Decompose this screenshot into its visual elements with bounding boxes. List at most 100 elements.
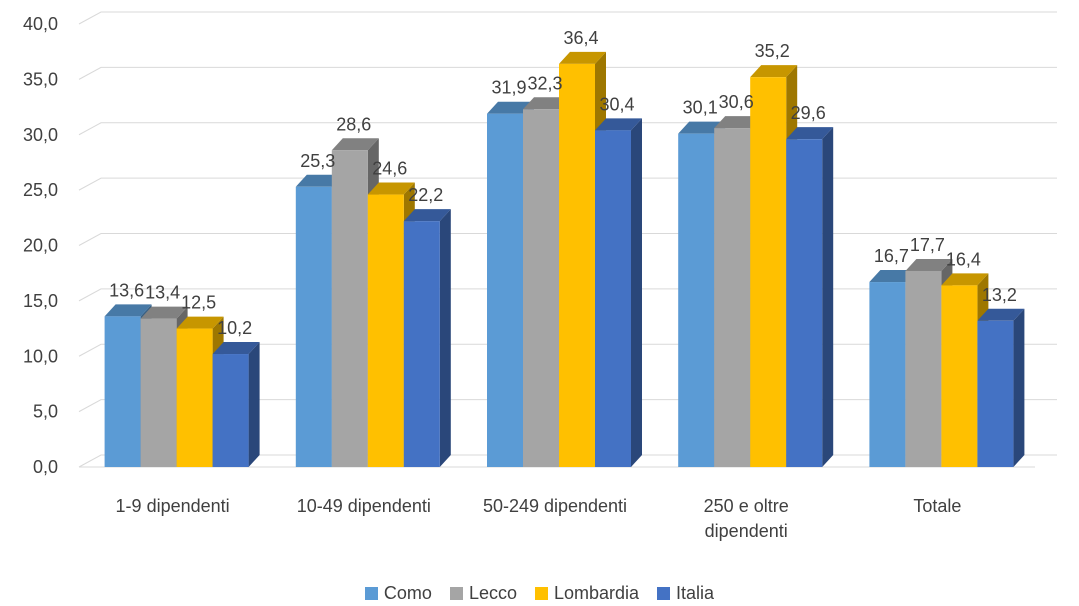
- bar-front: [523, 109, 559, 467]
- bar-side: [439, 209, 451, 467]
- legend-item-italia: Italia: [657, 583, 714, 604]
- data-label: 25,3: [300, 151, 335, 171]
- x-category-label: Totale: [913, 496, 961, 516]
- bar-front: [140, 318, 177, 467]
- bar: [595, 118, 642, 467]
- data-label: 12,5: [181, 293, 216, 313]
- legend-swatch-como: [364, 586, 378, 600]
- x-category-label: 1-9 dipendenti: [116, 496, 230, 516]
- data-label: 30,4: [599, 94, 634, 114]
- data-label: 13,6: [109, 280, 144, 300]
- data-label: 24,6: [372, 159, 407, 179]
- bar: [977, 308, 1025, 467]
- bar-chart: 0,05,010,015,020,025,030,035,040,013,6 13…: [23, 11, 1057, 541]
- bar-top: [595, 118, 642, 131]
- legend-item-como: Como: [364, 582, 432, 604]
- data-label: 35,2: [755, 41, 790, 61]
- bar-top: [295, 174, 343, 187]
- bar: [786, 127, 834, 468]
- y-tick-label: 20,0: [23, 236, 58, 256]
- bar-top: [977, 308, 1025, 321]
- data-label: 17,7: [910, 235, 945, 255]
- data-label: 16,4: [946, 249, 981, 269]
- legend-swatch-lecco: [449, 586, 463, 600]
- data-label: 32,3: [527, 73, 562, 93]
- bar-top: [559, 51, 606, 64]
- bar-top: [750, 65, 798, 78]
- bar-top: [331, 138, 379, 151]
- bar-side: [822, 127, 834, 468]
- data-label: 30,6: [719, 92, 754, 112]
- y-tick-label: 5,0: [33, 402, 58, 422]
- bar-top: [212, 342, 260, 355]
- data-label: 13,2: [982, 285, 1017, 305]
- data-label: 30,1: [683, 98, 718, 118]
- bar-front: [176, 328, 213, 467]
- bar-top: [104, 304, 152, 317]
- bar-front: [487, 113, 523, 468]
- legend-swatch-italia: [657, 586, 671, 600]
- bar-top: [786, 127, 834, 140]
- y-tick-label: 40,0: [23, 14, 58, 34]
- data-label: 16,7: [874, 246, 909, 266]
- bar-top: [869, 270, 917, 283]
- bar-top: [678, 121, 726, 134]
- bar-side: [1013, 308, 1025, 467]
- bar-top: [905, 258, 953, 271]
- bar-front: [869, 282, 906, 467]
- data-label: 29,6: [791, 103, 826, 123]
- bar-front: [403, 221, 440, 467]
- data-label: 22,2: [408, 185, 443, 205]
- bar-top: [714, 116, 762, 129]
- bar-front: [295, 186, 332, 468]
- legend-label-como: Como: [383, 582, 432, 603]
- bar-front: [977, 320, 1014, 467]
- bar-front: [367, 194, 404, 467]
- bar-front: [678, 133, 715, 467]
- y-tick-label: 10,0: [23, 346, 58, 366]
- bar-side: [248, 342, 260, 467]
- bar-top: [403, 209, 451, 222]
- y-tick-label: 25,0: [23, 180, 58, 200]
- bar-top: [941, 273, 989, 286]
- bar-front: [905, 270, 942, 467]
- bar-top: [367, 182, 415, 195]
- bar-front: [595, 130, 631, 467]
- data-label: 36,4: [563, 28, 598, 48]
- bars: [104, 51, 1025, 468]
- bar-front: [714, 128, 751, 468]
- legend-label-lecco: Lecco: [468, 582, 517, 603]
- bar-front: [104, 316, 141, 467]
- data-label: 31,9: [491, 78, 526, 98]
- legend-item-lombardia: Lombardia: [534, 582, 640, 604]
- bar-side: [631, 118, 642, 467]
- gridline: [78, 66, 1057, 80]
- legend: Como Lecco Lombardia Italia: [0, 580, 1079, 606]
- x-category-label: 50-249 dipendenti: [483, 496, 627, 516]
- y-tick-label: 15,0: [23, 291, 58, 311]
- bar-front: [941, 285, 978, 467]
- y-tick-label: 30,0: [23, 125, 58, 145]
- bar-top: [140, 306, 188, 319]
- data-label: 28,6: [336, 114, 371, 134]
- bar-front: [331, 150, 368, 467]
- bar-top: [176, 316, 224, 329]
- data-label: 10,2: [217, 318, 252, 338]
- data-label: 13,4: [145, 283, 180, 303]
- bar-front: [786, 139, 823, 467]
- bar-front: [750, 77, 787, 467]
- legend-item-lecco: Lecco: [449, 582, 517, 604]
- legend-swatch-lombardia: [534, 586, 548, 600]
- bar: [403, 209, 451, 467]
- bar-front: [212, 354, 249, 467]
- bar: [212, 342, 260, 467]
- data-labels: 13,6 13,4 12,510,2 25,328,6 24,622,2 31,9 32,3…: [109, 28, 1017, 338]
- legend-label-lombardia: Lombardia: [553, 582, 640, 603]
- y-tick-label: 0,0: [33, 457, 58, 477]
- x-category-label: 250 e oltre: [704, 496, 789, 516]
- x-category-label: dipendenti: [705, 521, 788, 541]
- legend-label-italia: Italia: [676, 582, 715, 603]
- gridlines: [78, 11, 1057, 468]
- bar-top: [523, 97, 570, 110]
- x-category-label: 10-49 dipendenti: [297, 496, 431, 516]
